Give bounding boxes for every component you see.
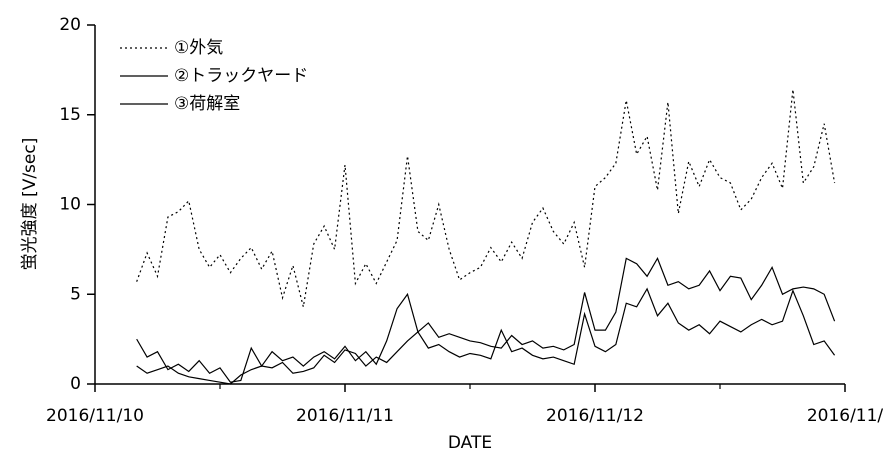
x-tick-label: 2016/11/11	[296, 406, 394, 426]
x-tick-label: 2016/11/	[807, 406, 883, 426]
series-line	[136, 89, 836, 307]
y-tick-label: 15	[59, 105, 81, 125]
x-tick-label: 2016/11/10	[46, 406, 144, 426]
series-line	[136, 256, 836, 383]
y-tick-label: 20	[59, 15, 81, 35]
x-axis-label: DATE	[448, 433, 492, 453]
y-tick-label: 5	[70, 284, 81, 304]
series-line	[136, 287, 836, 385]
y-tick-label: 10	[59, 195, 81, 215]
legend-label: ①外気	[174, 38, 223, 58]
y-axis-label: 蛍光強度 [V/sec]	[20, 138, 40, 271]
legend-label: ②トラックヤード	[174, 66, 308, 86]
x-tick-label: 2016/11/12	[546, 406, 644, 426]
legend-label: ③荷解室	[174, 94, 240, 114]
y-tick-label: 0	[70, 374, 81, 394]
